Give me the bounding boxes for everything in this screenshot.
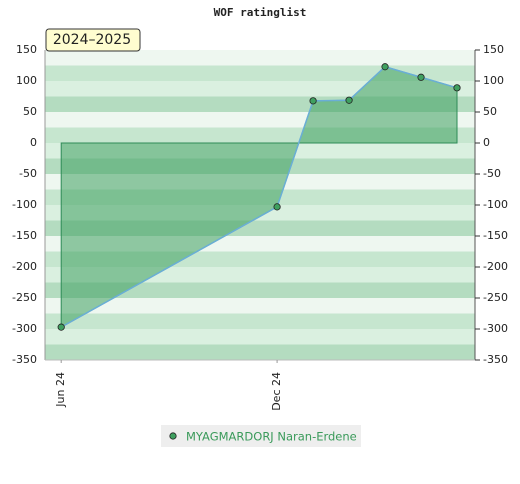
x-tick-label: Dec 24 [270,372,283,411]
y-tick-label: -50 [19,167,37,180]
band [45,282,475,299]
y-tick-label: 0 [30,136,37,149]
band [45,65,475,82]
legend [161,425,361,447]
badge: 2024–2025 [53,32,131,48]
y-tick-label: -200 [12,260,37,273]
point [273,203,281,211]
point [417,73,425,81]
y2-tick-label: 50 [483,105,497,118]
y2-tick-label: 150 [483,43,504,56]
legend-label: MYAGMARDORJ Naran-Erdene [186,430,357,444]
point [453,84,461,92]
y2-tick-label: 100 [483,74,504,87]
y2-tick-label: -150 [483,229,508,242]
y-tick-label: 100 [16,74,37,87]
y2-tick-label: -350 [483,353,508,366]
point [309,97,317,105]
y-tick-label: -250 [12,291,37,304]
badge-box [45,28,141,52]
y-tick-label: 150 [16,43,37,56]
x-tick-label: Jun 24 [54,372,67,408]
y2-tick-label: -100 [483,198,508,211]
legend-marker [169,432,177,440]
y-tick-label: -350 [12,353,37,366]
y2-tick-label: -300 [483,322,508,335]
point [381,63,389,71]
point [345,96,353,104]
y-tick-label: 50 [23,105,37,118]
chart-title: WOF ratinglist [214,6,307,19]
band [45,298,475,314]
band [45,344,475,361]
y-tick-label: -300 [12,322,37,335]
y-tick-label: -150 [12,229,37,242]
y2-tick-label: -50 [483,167,501,180]
band [45,313,475,330]
point [57,323,65,331]
y2-tick-label: -200 [483,260,508,273]
y2-tick-label: -250 [483,291,508,304]
y-tick-label: -100 [12,198,37,211]
band [45,329,475,345]
band [45,50,475,66]
y2-tick-label: 0 [483,136,490,149]
